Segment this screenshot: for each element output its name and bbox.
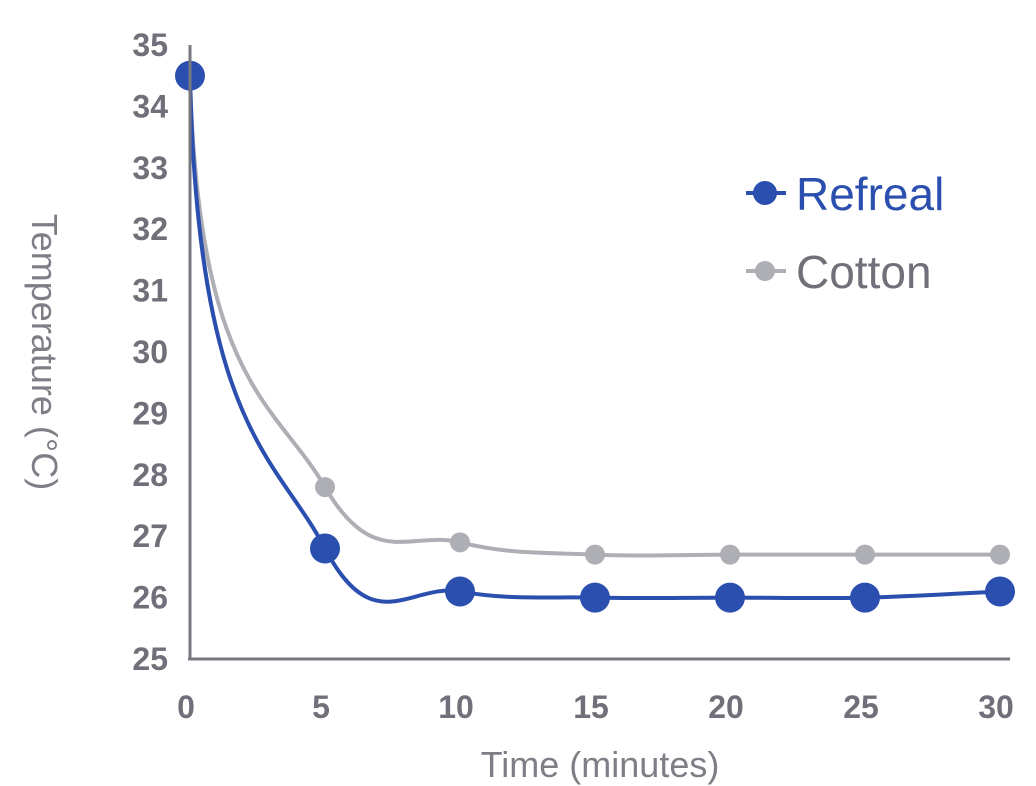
x-tick-label: 5 xyxy=(312,689,330,725)
data-point xyxy=(585,544,605,565)
series-layer xyxy=(175,60,1015,613)
y-axis-ticks: 25 26 27 28 29 30 31 32 33 34 35 xyxy=(132,27,168,677)
x-tick-label: 10 xyxy=(438,689,474,725)
y-tick-label: 35 xyxy=(132,27,168,63)
y-axis-title: Temperature (°C) xyxy=(24,214,65,490)
data-point xyxy=(580,582,610,613)
y-tick-label: 32 xyxy=(132,211,168,247)
series-cotton xyxy=(180,65,1010,565)
data-point xyxy=(715,582,745,613)
series-line xyxy=(188,75,1001,604)
data-point xyxy=(990,544,1010,565)
x-axis-title: Time (minutes) xyxy=(481,744,720,785)
x-tick-label: 20 xyxy=(708,689,744,725)
x-tick-label: 25 xyxy=(843,689,879,725)
series-line xyxy=(188,75,1000,558)
x-tick-label: 30 xyxy=(978,689,1014,725)
legend-label: Refreal xyxy=(796,168,944,220)
x-tick-label: 0 xyxy=(177,689,195,725)
series-refreal xyxy=(175,60,1015,613)
x-tick-label: 15 xyxy=(573,689,609,725)
y-tick-label: 33 xyxy=(132,150,168,186)
x-axis-ticks: 0 5 10 15 20 25 30 xyxy=(177,689,1014,725)
data-point xyxy=(855,544,875,565)
y-tick-label: 31 xyxy=(132,273,168,309)
data-point xyxy=(985,576,1015,607)
y-tick-label: 28 xyxy=(132,457,168,493)
legend-marker xyxy=(755,261,775,281)
legend-label: Cotton xyxy=(796,246,932,298)
legend-marker xyxy=(753,181,777,205)
y-tick-label: 30 xyxy=(132,334,168,370)
data-point xyxy=(850,582,880,613)
y-tick-label: 29 xyxy=(132,395,168,431)
y-tick-label: 25 xyxy=(132,641,168,677)
y-tick-label: 26 xyxy=(132,580,168,616)
data-point xyxy=(450,532,470,553)
data-point xyxy=(445,576,475,607)
data-point xyxy=(315,477,335,498)
legend-item: Refreal xyxy=(746,168,944,220)
data-point xyxy=(720,544,740,565)
data-point xyxy=(310,533,340,564)
legend: Refreal Cotton xyxy=(746,168,944,298)
y-tick-label: 27 xyxy=(132,518,168,554)
legend-item: Cotton xyxy=(746,246,932,298)
y-tick-label: 34 xyxy=(132,88,168,124)
